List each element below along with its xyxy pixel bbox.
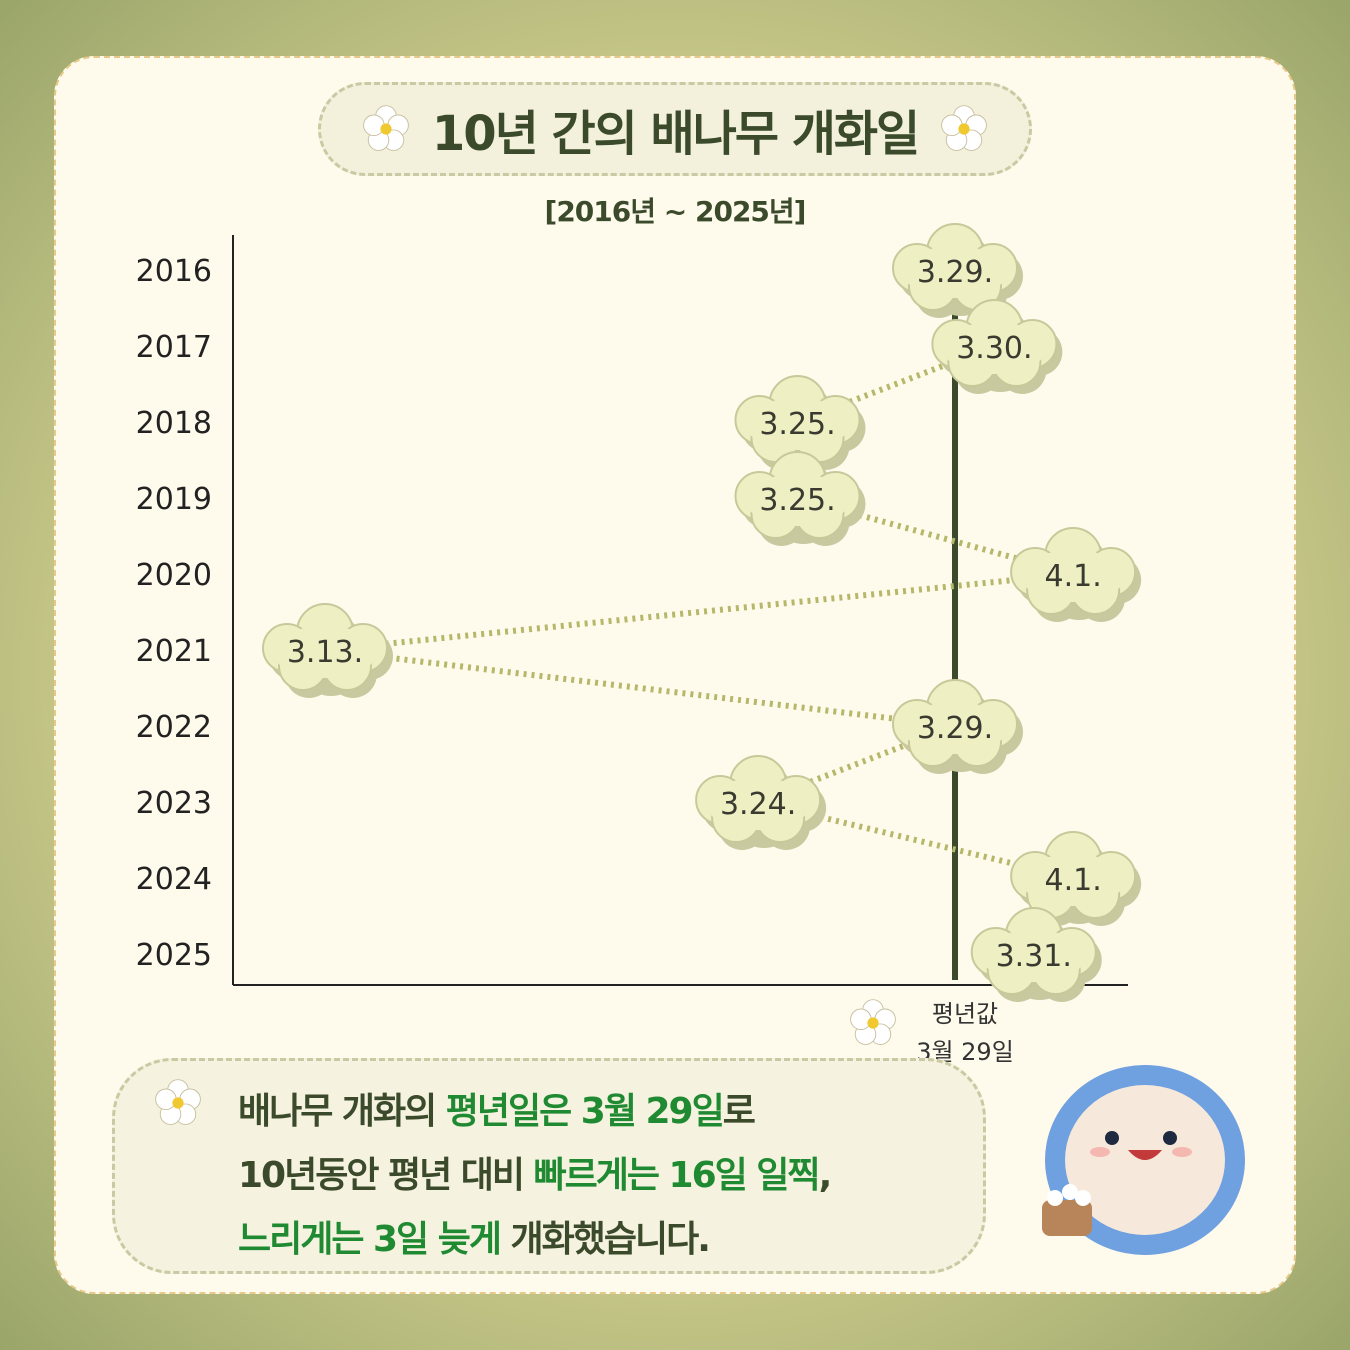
flower-icon <box>155 1079 201 1125</box>
y-tick-label: 2020 <box>136 558 212 593</box>
data-point: 3.29. <box>892 679 1023 774</box>
flower-icon <box>850 999 896 1045</box>
reference-label: 평년값 <box>931 1000 999 1028</box>
y-tick-label: 2022 <box>136 710 212 745</box>
summary-text-part: 10년동안 평년 대비 <box>238 1155 534 1196</box>
connector-line <box>324 647 956 729</box>
connector-line <box>757 799 1074 881</box>
summary-text: 배나무 개화의 평년일은 3월 29일로 10년동안 평년 대비 빠르게는 16일… <box>238 1080 833 1272</box>
page-title: 10년 간의 배나무 개화일 <box>431 106 920 162</box>
y-tick-label: 2017 <box>136 330 212 365</box>
flower-icon <box>941 105 988 151</box>
summary-text-part: 배나무 개화의 <box>238 1091 446 1132</box>
y-tick-label: 2021 <box>136 634 212 669</box>
data-label: 4.1. <box>1045 559 1102 594</box>
summary-line: 10년동안 평년 대비 빠르게는 16일 일찍, <box>238 1144 833 1208</box>
data-label: 3.25. <box>759 483 835 518</box>
y-tick-label: 2019 <box>136 482 212 517</box>
data-point: 3.24. <box>695 755 827 850</box>
flower-icon <box>362 105 409 151</box>
highlight-text: 빠르게는 16일 일찍 <box>533 1155 821 1196</box>
summary-text-part: 개화했습니다. <box>499 1219 711 1260</box>
title-banner: 10년 간의 배나무 개화일 <box>318 82 1032 176</box>
data-label: 4.1. <box>1045 863 1102 898</box>
data-point: 3.13. <box>262 603 393 698</box>
summary-text-part: , <box>818 1155 833 1196</box>
y-tick-label: 2016 <box>136 254 212 289</box>
highlight-text: 느리게는 3일 늦게 <box>238 1219 502 1260</box>
data-label: 3.30. <box>956 331 1032 366</box>
y-tick-label: 2025 <box>136 938 212 973</box>
connector-line <box>796 343 996 425</box>
connector-line <box>324 571 1074 653</box>
y-tick-label: 2023 <box>136 786 212 821</box>
data-point: 3.30. <box>931 299 1063 394</box>
mascot-illustration <box>1042 1065 1245 1255</box>
summary-line: 느리게는 3일 늦게 개화했습니다. <box>238 1208 830 1272</box>
summary-box <box>112 1058 986 1274</box>
data-point: 4.1. <box>1010 527 1142 622</box>
data-label: 3.29. <box>917 255 993 290</box>
summary-line: 배나무 개화의 평년일은 3월 29일로 <box>238 1080 830 1144</box>
data-label: 3.29. <box>917 711 993 746</box>
data-label: 3.13. <box>287 635 363 670</box>
highlight-text: 평년일은 3월 29일 <box>445 1091 725 1132</box>
y-tick-label: 2024 <box>136 862 212 897</box>
subtitle: [2016년 ~ 2025년] <box>544 195 807 228</box>
data-label: 3.31. <box>996 939 1072 974</box>
summary-text-part: 로 <box>722 1091 756 1132</box>
data-point: 3.31. <box>970 907 1102 1002</box>
y-tick-label: 2018 <box>136 406 212 441</box>
data-point: 3.25. <box>734 451 866 546</box>
data-point: 4.1. <box>1010 831 1142 926</box>
data-label: 3.25. <box>759 407 835 442</box>
connector-line <box>757 723 957 805</box>
data-label: 3.24. <box>720 787 796 822</box>
